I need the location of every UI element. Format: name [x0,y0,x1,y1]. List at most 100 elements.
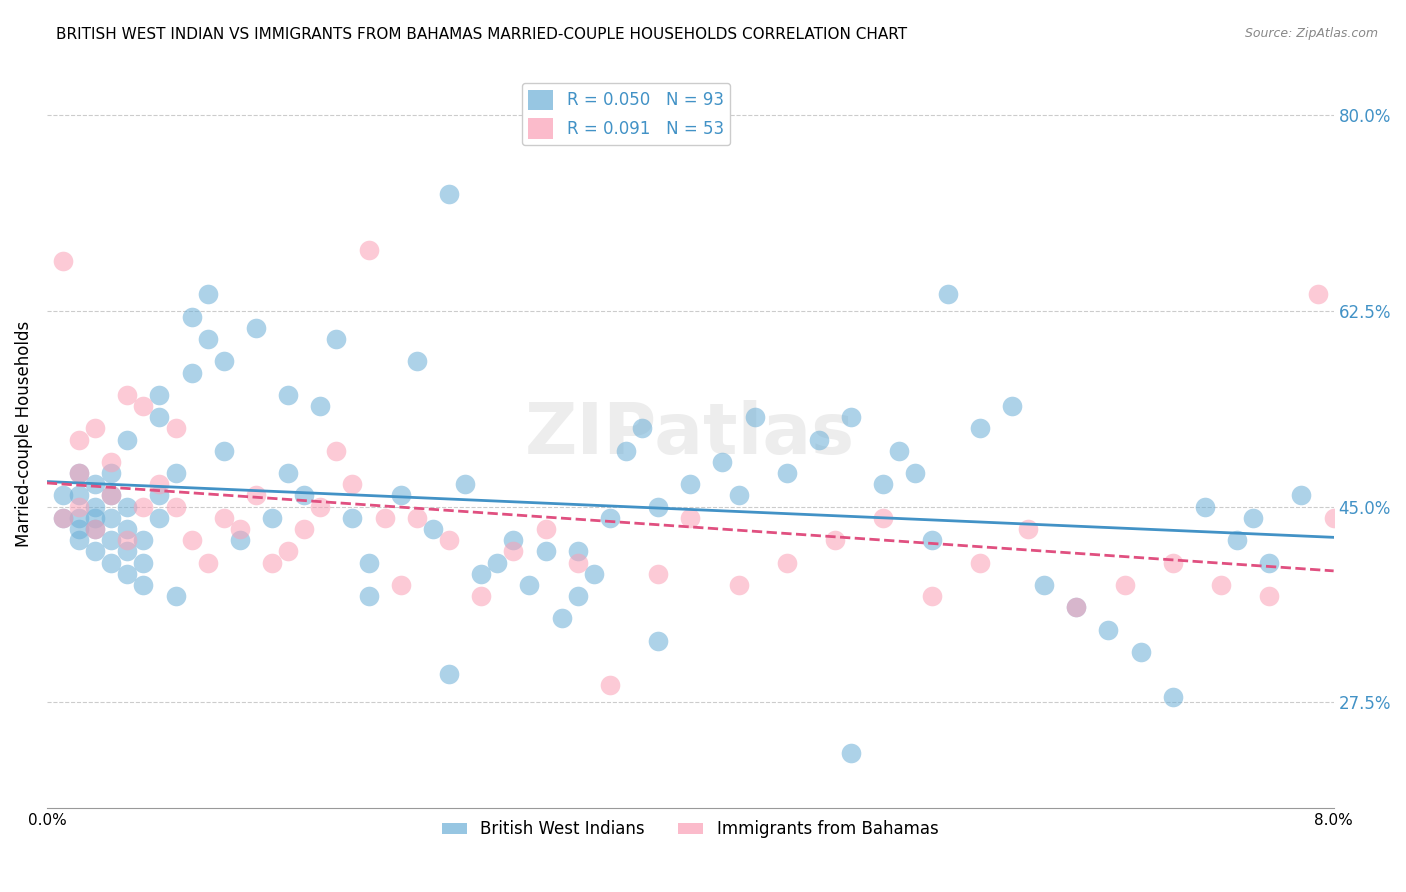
British West Indians [132,578,155,592]
British West Indians [148,488,170,502]
British West Indians [1001,399,1024,413]
British West Indians [67,511,90,525]
British West Indians [84,511,107,525]
British West Indians [180,310,202,324]
British West Indians [132,556,155,570]
British West Indians [1258,556,1281,570]
British West Indians [117,544,139,558]
Immigrants from Bahamas [1323,511,1346,525]
British West Indians [631,421,654,435]
British West Indians [1129,645,1152,659]
British West Indians [132,533,155,548]
British West Indians [727,488,749,502]
British West Indians [52,488,75,502]
British West Indians [1241,511,1264,525]
Immigrants from Bahamas [1258,589,1281,603]
British West Indians [277,466,299,480]
British West Indians [582,566,605,581]
British West Indians [454,477,477,491]
Immigrants from Bahamas [534,522,557,536]
Immigrants from Bahamas [212,511,235,525]
British West Indians [744,410,766,425]
Immigrants from Bahamas [357,243,380,257]
British West Indians [470,566,492,581]
Legend: British West Indians, Immigrants from Bahamas: British West Indians, Immigrants from Ba… [436,814,945,845]
Immigrants from Bahamas [148,477,170,491]
Immigrants from Bahamas [824,533,846,548]
British West Indians [679,477,702,491]
Immigrants from Bahamas [921,589,943,603]
Immigrants from Bahamas [52,511,75,525]
Immigrants from Bahamas [727,578,749,592]
Immigrants from Bahamas [1114,578,1136,592]
British West Indians [277,388,299,402]
British West Indians [165,589,187,603]
Immigrants from Bahamas [117,388,139,402]
British West Indians [519,578,541,592]
British West Indians [100,556,122,570]
British West Indians [872,477,894,491]
British West Indians [84,544,107,558]
Immigrants from Bahamas [67,500,90,514]
Immigrants from Bahamas [969,556,991,570]
British West Indians [148,511,170,525]
Immigrants from Bahamas [132,399,155,413]
British West Indians [245,321,267,335]
Immigrants from Bahamas [1209,578,1232,592]
British West Indians [67,488,90,502]
British West Indians [148,388,170,402]
British West Indians [342,511,364,525]
British West Indians [921,533,943,548]
British West Indians [84,500,107,514]
British West Indians [197,332,219,346]
Immigrants from Bahamas [309,500,332,514]
British West Indians [807,433,830,447]
British West Indians [437,667,460,681]
Immigrants from Bahamas [117,533,139,548]
British West Indians [292,488,315,502]
British West Indians [1226,533,1249,548]
British West Indians [502,533,524,548]
British West Indians [67,522,90,536]
Immigrants from Bahamas [84,522,107,536]
British West Indians [357,589,380,603]
Immigrants from Bahamas [165,421,187,435]
British West Indians [212,354,235,368]
Immigrants from Bahamas [647,566,669,581]
Immigrants from Bahamas [567,556,589,570]
British West Indians [405,354,427,368]
British West Indians [839,410,862,425]
Immigrants from Bahamas [180,533,202,548]
Immigrants from Bahamas [389,578,412,592]
Immigrants from Bahamas [1017,522,1039,536]
British West Indians [614,443,637,458]
British West Indians [599,511,621,525]
Immigrants from Bahamas [1064,600,1087,615]
Immigrants from Bahamas [100,455,122,469]
Immigrants from Bahamas [52,253,75,268]
British West Indians [437,186,460,201]
Immigrants from Bahamas [132,500,155,514]
British West Indians [100,533,122,548]
British West Indians [84,522,107,536]
British West Indians [67,533,90,548]
British West Indians [647,633,669,648]
British West Indians [117,500,139,514]
British West Indians [567,544,589,558]
Immigrants from Bahamas [84,421,107,435]
Immigrants from Bahamas [277,544,299,558]
British West Indians [1194,500,1216,514]
British West Indians [486,556,509,570]
Immigrants from Bahamas [470,589,492,603]
British West Indians [180,366,202,380]
British West Indians [534,544,557,558]
British West Indians [1161,690,1184,704]
Immigrants from Bahamas [1306,287,1329,301]
Y-axis label: Married-couple Households: Married-couple Households [15,321,32,547]
British West Indians [889,443,911,458]
Immigrants from Bahamas [872,511,894,525]
British West Indians [100,488,122,502]
Immigrants from Bahamas [776,556,799,570]
British West Indians [117,522,139,536]
Immigrants from Bahamas [245,488,267,502]
